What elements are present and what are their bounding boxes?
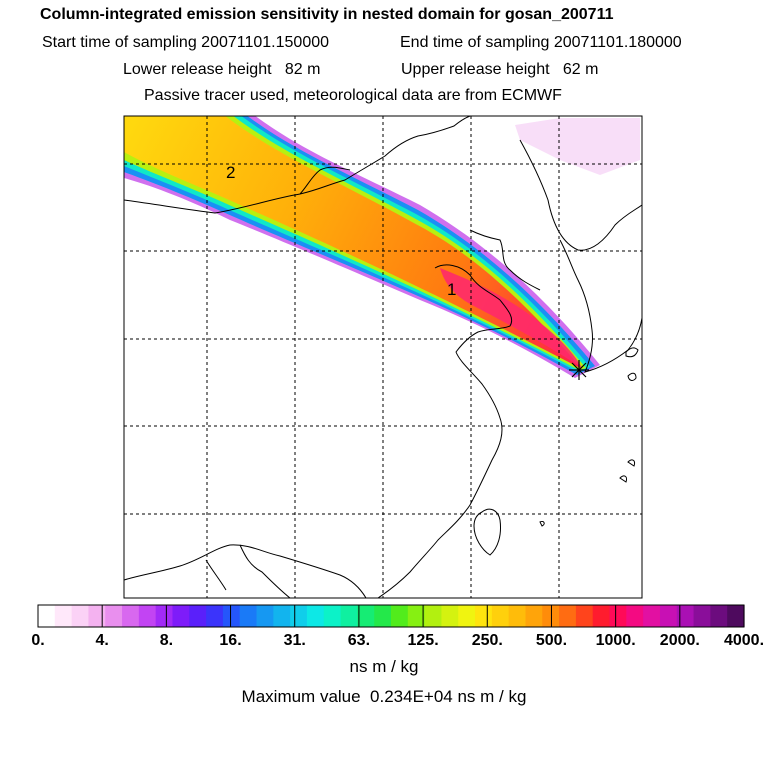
border-south-3 xyxy=(205,559,227,591)
colorbar-cell xyxy=(88,605,106,627)
colorbar-cell xyxy=(206,605,224,627)
colorbar-cell xyxy=(475,605,493,627)
colorbar-tick-label: 250. xyxy=(471,632,503,649)
colorbar-tick-label: 63. xyxy=(347,632,371,649)
colorbar-cell xyxy=(306,605,325,627)
island-small-2 xyxy=(627,372,637,381)
colorbar-tick-label: 4000. xyxy=(723,632,765,649)
faint-sensitivity-patch xyxy=(515,118,640,175)
colorbar-cell xyxy=(155,605,174,627)
tracer-note: Passive tracer used, meteorological data… xyxy=(144,87,562,104)
colorbar-cell xyxy=(710,605,728,627)
colorbar-cell xyxy=(407,605,426,627)
border-line-1 xyxy=(124,116,471,214)
colorbar-cell xyxy=(38,605,56,627)
colorbar-tick-label: 500. xyxy=(535,632,568,649)
colorbar-tick-label: 0. xyxy=(31,632,45,649)
colorbar-units: ns m / kg xyxy=(349,657,419,676)
colorbar-cell xyxy=(592,605,611,627)
colorbar-cell xyxy=(340,605,358,627)
colorbar-cell xyxy=(693,605,711,627)
colorbar-tick-label: 8. xyxy=(159,632,174,649)
map-frame xyxy=(123,115,643,599)
colorbar-cell xyxy=(491,605,510,627)
colorbar-cell xyxy=(458,605,476,627)
plume-label-2: 2 xyxy=(226,163,235,182)
coast-korea xyxy=(559,239,642,373)
plot-title: Column-integrated emission sensitivity i… xyxy=(40,6,614,23)
colorbar-frame xyxy=(37,604,745,628)
colorbar-cell xyxy=(138,605,157,627)
colorbar-cells xyxy=(38,605,745,627)
colorbar-tick-label: 31. xyxy=(283,632,306,649)
colorbar-cell xyxy=(659,605,678,627)
colorbar-cell xyxy=(239,605,258,627)
graticule xyxy=(124,116,642,598)
plume-core xyxy=(124,116,582,369)
colorbar-cell xyxy=(626,605,644,627)
colorbar-cell xyxy=(525,605,543,627)
colorbar-cell xyxy=(609,605,627,627)
end-time-label: End time of sampling 20071101.180000 xyxy=(400,34,682,51)
island-small-4 xyxy=(619,475,627,483)
colorbar-cell xyxy=(357,605,375,627)
maximum-value-label: Maximum value 0.234E+04 ns m / kg xyxy=(241,687,527,706)
colorbar-cell xyxy=(256,605,274,627)
colorbar-cell xyxy=(727,605,745,627)
colorbar-cell xyxy=(643,605,661,627)
border-line-3 xyxy=(519,139,642,251)
colorbar-cell xyxy=(54,605,73,627)
colorbar-cell xyxy=(122,605,140,627)
border-south-1 xyxy=(124,544,367,598)
plume-field xyxy=(124,116,640,378)
colorbar-dividers xyxy=(101,605,681,627)
colorbar xyxy=(37,604,745,628)
colorbar-cell xyxy=(559,605,577,627)
colorbar-cell xyxy=(575,605,594,627)
colorbar-tick-label: 2000. xyxy=(659,632,700,649)
colorbar-cell xyxy=(172,605,190,627)
colorbar-cell xyxy=(105,605,123,627)
island-small-3 xyxy=(627,459,635,467)
colorbar-tick-label: 4. xyxy=(95,632,109,649)
colorbar-tick-label: 1000. xyxy=(595,632,636,649)
coast-china-east xyxy=(377,264,513,598)
colorbar-cell xyxy=(323,605,342,627)
colorbar-cell xyxy=(676,605,695,627)
upper-release-label: Upper release height 62 m xyxy=(401,61,599,78)
start-time-label: Start time of sampling 20071101.150000 xyxy=(42,34,330,51)
colorbar-cell xyxy=(391,605,409,627)
colorbar-cell xyxy=(508,605,527,627)
coastlines xyxy=(124,116,642,598)
colorbar-cell xyxy=(71,605,90,627)
lower-release-label: Lower release height 82 m xyxy=(123,61,321,78)
colorbar-cell xyxy=(273,605,291,627)
colorbar-tick-label: 125. xyxy=(407,632,439,649)
border-south-2 xyxy=(239,544,291,598)
colorbar-cell xyxy=(374,605,392,627)
colorbar-cell xyxy=(222,605,241,627)
coast-bohai xyxy=(469,229,541,291)
colorbar-cell xyxy=(189,605,207,627)
colorbar-cell xyxy=(441,605,459,627)
colorbar-cell xyxy=(290,605,308,627)
colorbar-cell xyxy=(424,605,443,627)
plume-label-1: 1 xyxy=(447,280,456,299)
colorbar-tick-label: 16. xyxy=(219,632,242,649)
border-line-2 xyxy=(299,166,351,195)
island-taiwan xyxy=(473,508,501,556)
receptor-star-icon xyxy=(569,360,589,380)
island-small-5 xyxy=(539,521,545,527)
island-small-1 xyxy=(625,347,639,358)
